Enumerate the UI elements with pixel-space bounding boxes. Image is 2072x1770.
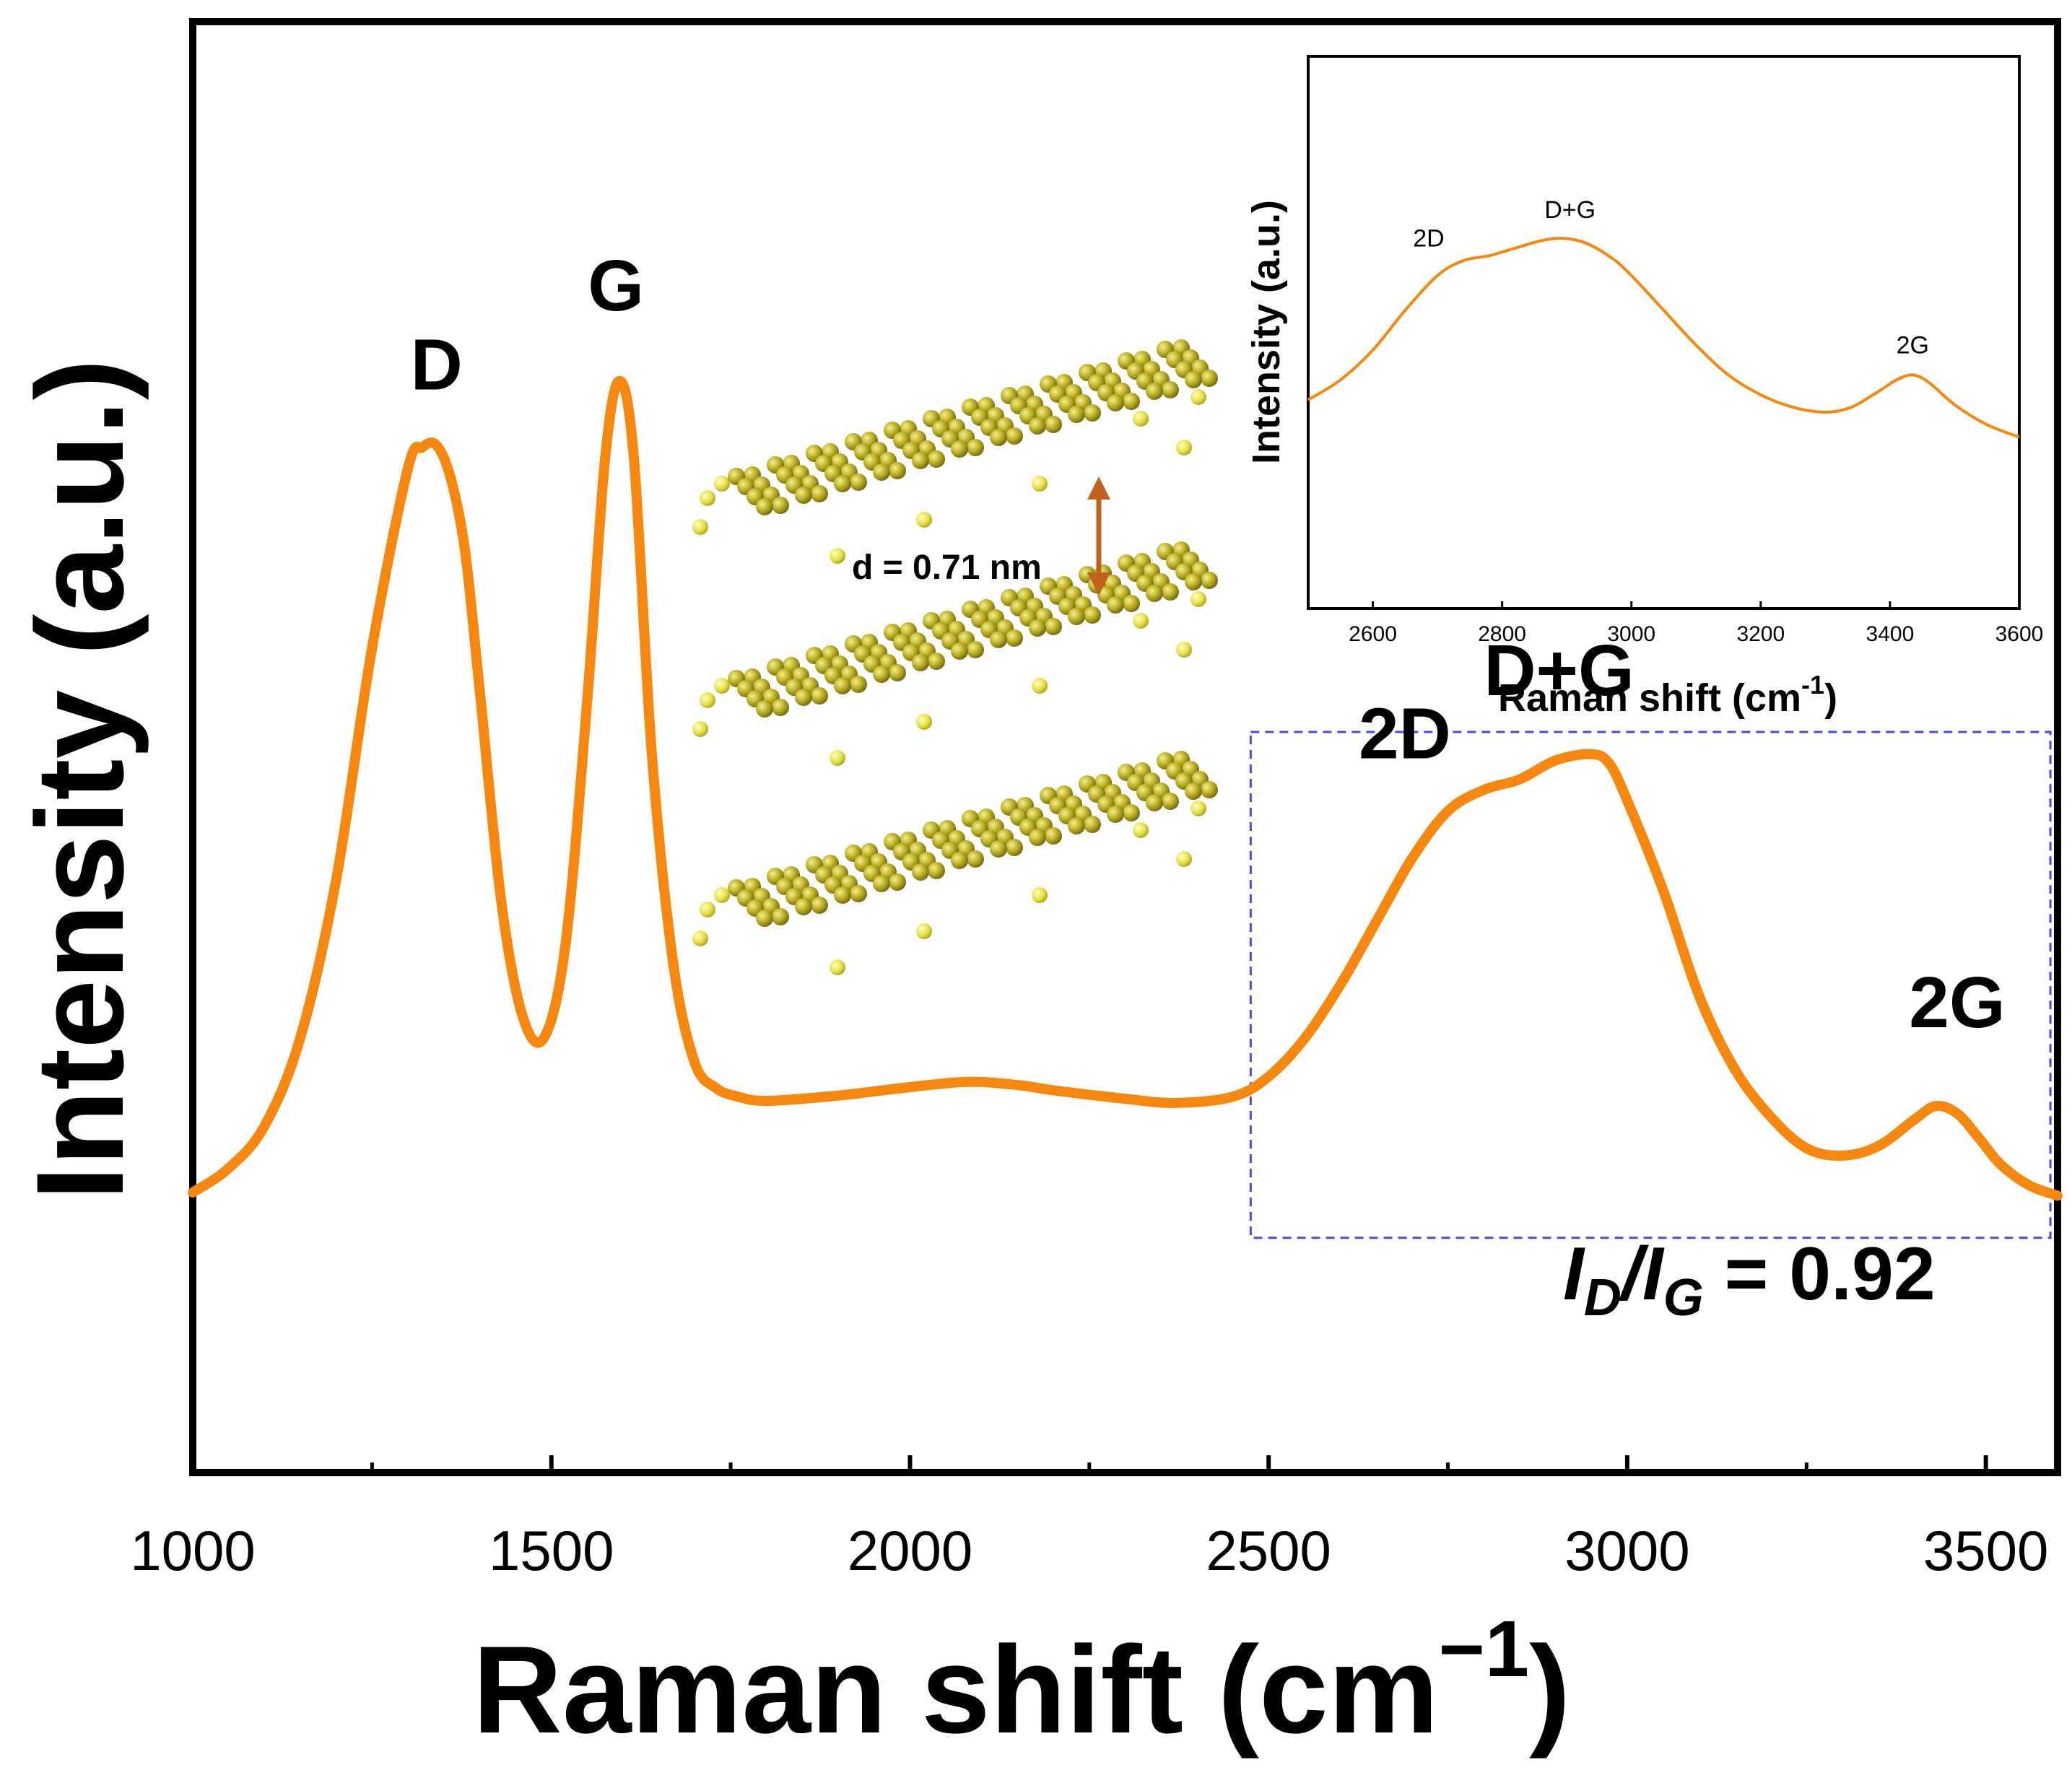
inset-y-axis-label: Intensity (a.u.) — [1245, 200, 1288, 464]
peak-labels: D G 2D D+G 2G — [411, 245, 2006, 1043]
interlayer-arrow — [1087, 476, 1110, 596]
x-tick-label: 1500 — [489, 1519, 614, 1582]
highlight-region-box — [1249, 731, 2052, 1239]
crystal-layer-3 — [692, 751, 1218, 975]
inset-peak-label-d-plus-g: D+G — [1544, 196, 1596, 224]
inset-x-axis-tick-labels: 2600 2800 3000 3200 3400 3600 — [1349, 622, 2043, 646]
peak-label-2g: 2G — [1909, 962, 2005, 1043]
x-tick-label: 3500 — [1923, 1519, 2049, 1582]
y-axis-label: Intensity (a.u.) — [11, 359, 149, 1200]
id-ig-ratio: ID/IG = 0.92 — [1563, 1232, 1936, 1327]
x-axis-tick-labels: 1000 1500 2000 2500 3000 3500 — [130, 1519, 2048, 1582]
inset-x-tick-label: 3600 — [1995, 622, 2044, 646]
inset-x-axis-label: Raman shift (cm-1) — [1498, 670, 1837, 720]
inset-x-tick-label: 3200 — [1736, 622, 1785, 646]
layered-structure-illustration — [692, 339, 1218, 975]
peak-label-d: D — [411, 325, 463, 406]
inset-peak-labels: 2D D+G 2G — [1413, 196, 1929, 359]
inset-plot-frame — [1307, 55, 2021, 610]
inset-peak-label-2g: 2G — [1897, 331, 1929, 359]
x-axis-label: Raman shift (cm−1) — [473, 1605, 1571, 1759]
x-axis-ticks — [191, 1455, 1988, 1473]
x-tick-label: 1000 — [130, 1519, 256, 1582]
series-line-raman — [188, 375, 2063, 1201]
peak-label-g: G — [588, 245, 644, 326]
peak-label-2d: 2D — [1359, 694, 1451, 775]
x-tick-label: 2000 — [848, 1519, 973, 1582]
inset-x-tick-label: 2600 — [1349, 622, 1397, 646]
inset-peak-label-2d: 2D — [1413, 224, 1444, 252]
main-plot-frame — [189, 18, 2061, 1476]
crystal-layer-1 — [692, 339, 1218, 564]
inset-series-line — [1307, 236, 2020, 439]
x-tick-label: 2500 — [1206, 1519, 1331, 1582]
inset-background — [1308, 56, 2019, 609]
x-tick-label: 3000 — [1564, 1519, 1690, 1582]
inset-x-tick-label: 2800 — [1478, 622, 1526, 646]
interlayer-spacing-label: d = 0.71 nm — [852, 549, 1042, 587]
peak-label-d-plus-g: D+G — [1484, 630, 1634, 711]
inset-x-tick-label: 3400 — [1866, 622, 1915, 646]
inset-x-tick-label: 3000 — [1607, 622, 1655, 646]
crystal-layer-2 — [692, 541, 1218, 766]
inset-x-axis-ticks — [1372, 601, 2021, 609]
